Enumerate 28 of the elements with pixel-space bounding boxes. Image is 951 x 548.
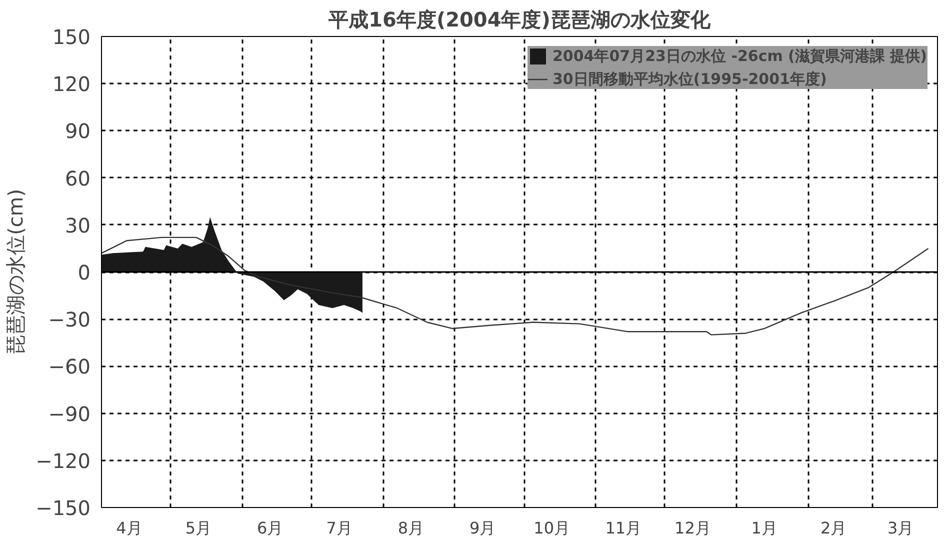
legend-label: 2004年07月23日の水位 -26cm (滋賀県河港課 提供) (552, 46, 927, 66)
y-tick-label: 150 (52, 25, 91, 49)
x-tick-label: 10月 (534, 518, 570, 538)
x-tick-label: 9月 (469, 518, 496, 538)
x-tick-label: 5月 (185, 518, 212, 538)
x-tick-label: 4月 (116, 518, 142, 538)
legend-label: 30日間移動平均水位(1995-2001年度) (552, 70, 827, 88)
x-tick-label: 6月 (256, 518, 284, 538)
y-tick-label: −120 (36, 448, 91, 473)
x-tick-label: 8月 (398, 518, 424, 538)
y-tick-label: −150 (36, 496, 91, 520)
x-tick-label: 3月 (887, 518, 914, 538)
y-tick-label: 0 (78, 260, 91, 284)
y-axis-title: 琵琶湖の水位(cm) (4, 188, 28, 356)
x-tick-label: 11月 (605, 518, 642, 538)
x-tick-label: 2月 (820, 518, 847, 538)
x-tick-label: 1月 (751, 518, 778, 538)
y-tick-label: −60 (48, 354, 91, 379)
chart-title: 平成16年度(2004年度)琵琶湖の水位変化 (328, 8, 712, 32)
y-tick-label: 60 (65, 166, 91, 190)
x-tick-label: 7月 (326, 518, 352, 538)
y-tick-label: −30 (48, 308, 91, 332)
y-tick-label: 30 (65, 213, 91, 238)
x-tick-label: 12月 (674, 518, 711, 538)
line-series (102, 236, 929, 336)
y-tick-label: 90 (65, 119, 91, 144)
y-tick-label: −90 (48, 402, 91, 426)
y-tick-label: 120 (52, 72, 91, 96)
